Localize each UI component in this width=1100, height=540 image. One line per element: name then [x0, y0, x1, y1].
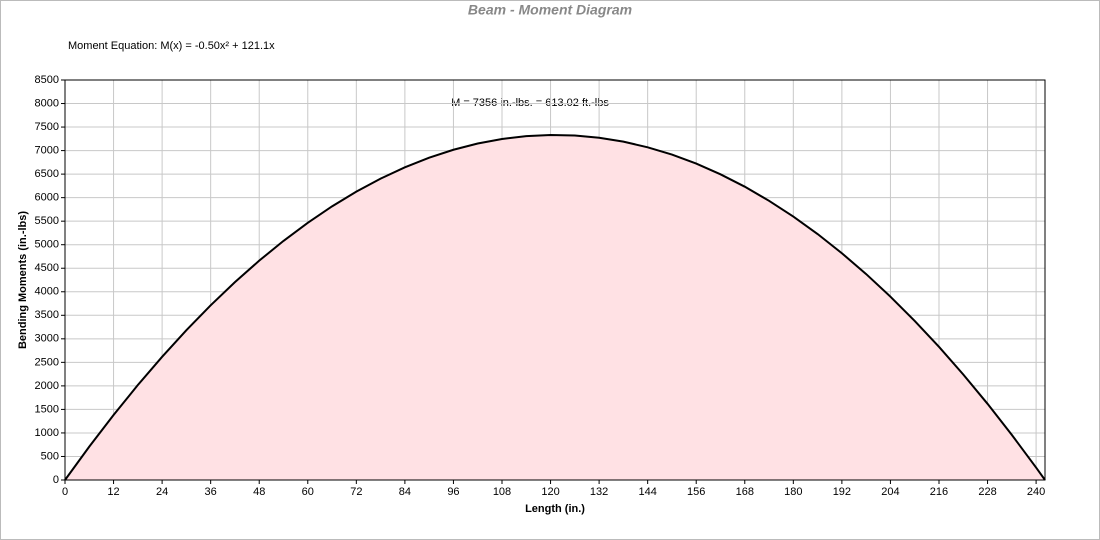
x-tick-label: 216: [930, 486, 948, 498]
x-tick-label: 108: [493, 486, 511, 498]
x-tick-label: 132: [590, 486, 608, 498]
y-tick-label: 500: [41, 450, 59, 462]
chart-title: Beam - Moment Diagram: [468, 2, 632, 18]
x-tick-label: 96: [447, 486, 459, 498]
y-tick-label: 3000: [35, 333, 59, 345]
x-tick-label: 0: [62, 486, 68, 498]
x-tick-label: 228: [978, 486, 996, 498]
x-tick-label: 156: [687, 486, 705, 498]
y-tick-label: 8000: [35, 97, 59, 109]
x-tick-label: 144: [638, 486, 656, 498]
y-tick-label: 4500: [35, 262, 59, 274]
x-tick-label: 12: [107, 486, 119, 498]
y-tick-label: 8500: [35, 74, 59, 86]
y-axis-label: Bending Moments (in.-lbs): [17, 211, 29, 349]
y-tick-label: 0: [53, 474, 59, 486]
y-tick-label: 1000: [35, 427, 59, 439]
y-tick-label: 5000: [35, 239, 59, 251]
y-tick-label: 7500: [35, 121, 59, 133]
x-tick-label: 204: [881, 486, 899, 498]
annotation: M = 7356 in.-lbs. = 613.02 ft.-lbs: [451, 97, 609, 109]
x-tick-label: 84: [399, 486, 411, 498]
x-tick-label: 24: [156, 486, 168, 498]
x-tick-label: 48: [253, 486, 265, 498]
x-tick-label: 180: [784, 486, 802, 498]
y-tick-label: 5500: [35, 215, 59, 227]
x-tick-label: 240: [1027, 486, 1045, 498]
y-tick-label: 1500: [35, 403, 59, 415]
x-tick-label: 72: [350, 486, 362, 498]
x-axis-label: Length (in.): [525, 503, 585, 515]
moment-line: [64, 133, 1046, 481]
area-fill: [65, 134, 1045, 480]
y-tick-label: 3500: [35, 309, 59, 321]
y-tick-label: 6500: [35, 168, 59, 180]
y-tick-label: 6000: [35, 192, 59, 204]
x-tick-label: 36: [205, 486, 217, 498]
y-tick-label: 4000: [35, 286, 59, 298]
y-tick-label: 2000: [35, 380, 59, 392]
plot-border: [64, 79, 1046, 481]
y-tick-label: 7000: [35, 144, 59, 156]
x-tick-label: 168: [736, 486, 754, 498]
x-tick-label: 120: [541, 486, 559, 498]
x-tick-label: 192: [833, 486, 851, 498]
subtitle: Moment Equation: M(x) = -0.50x² + 121.1x: [68, 40, 275, 52]
y-tick-label: 2500: [35, 356, 59, 368]
x-tick-label: 60: [302, 486, 314, 498]
